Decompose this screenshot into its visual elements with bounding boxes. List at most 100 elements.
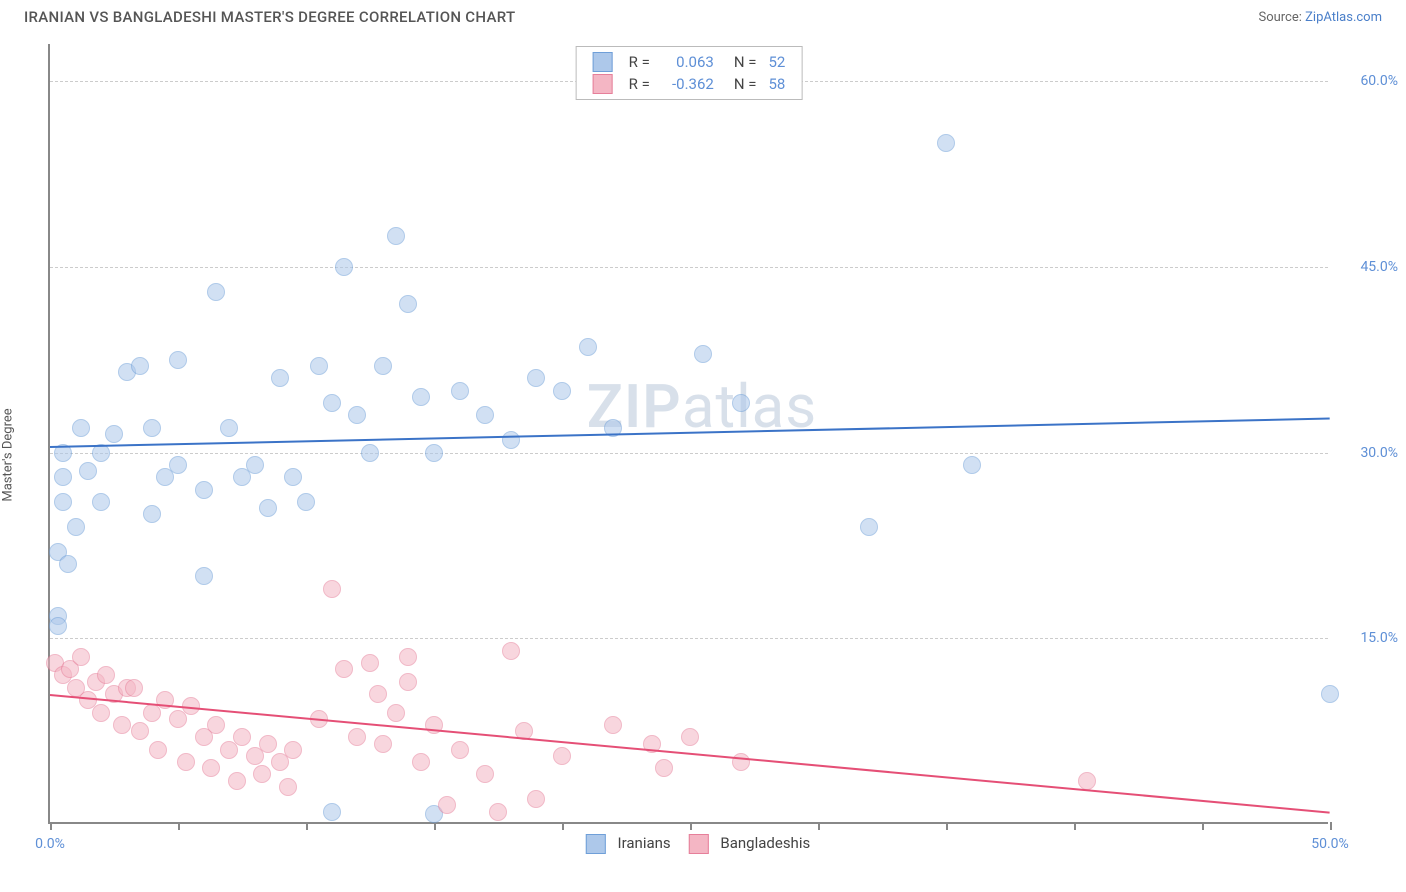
data-point [860,518,878,536]
data-point [732,394,750,412]
legend-r-value: 0.063 [656,51,720,73]
data-point [553,382,571,400]
legend-n-label: N = [720,73,763,95]
data-point [335,258,353,276]
data-point [279,778,297,796]
legend-r-value: -0.362 [656,73,720,95]
data-point [246,456,264,474]
data-point [412,388,430,406]
y-axis-label: Master's Degree [1,408,16,501]
legend-row: R =0.063N =52 [587,51,792,73]
data-point [143,419,161,437]
data-point [207,283,225,301]
trend-line [50,418,1330,448]
plot-area: ZIPatlas R =0.063N =52R =-0.362N =58 Ira… [48,44,1328,824]
data-point [527,790,545,808]
data-point [553,747,571,765]
data-point [361,654,379,672]
y-tick-label: 60.0% [1338,73,1398,89]
x-tick-label: 0.0% [35,836,65,852]
data-point [92,493,110,511]
data-point [425,444,443,462]
x-tick [434,822,436,830]
data-point [937,134,955,152]
data-point [323,394,341,412]
data-point [131,357,149,375]
data-point [399,295,417,313]
data-point [202,759,220,777]
data-point [92,704,110,722]
data-point [79,462,97,480]
data-point [228,772,246,790]
x-tick [178,822,180,830]
data-point [253,765,271,783]
gridline [50,267,1328,268]
data-point [195,481,213,499]
data-point [59,555,77,573]
data-point [54,468,72,486]
x-tick [1202,822,1204,830]
x-tick [306,822,308,830]
data-point [105,425,123,443]
data-point [143,505,161,523]
data-point [694,345,712,363]
legend-n-value: 58 [762,73,791,95]
data-point [323,580,341,598]
data-point [399,648,417,666]
data-point [72,419,90,437]
data-point [207,716,225,734]
legend-swatch [689,834,709,854]
data-point [387,227,405,245]
x-tick [50,822,52,830]
data-point [361,444,379,462]
data-point [681,728,699,746]
gridline [50,638,1328,639]
data-point [131,722,149,740]
data-point [451,741,469,759]
data-point [310,357,328,375]
data-point [49,617,67,635]
legend-swatch [586,834,606,854]
data-point [297,493,315,511]
data-point [284,468,302,486]
data-point [1078,772,1096,790]
data-point [374,735,392,753]
x-tick [562,822,564,830]
data-point [220,419,238,437]
data-point [963,456,981,474]
data-point [259,735,277,753]
data-point [169,456,187,474]
data-point [438,796,456,814]
data-point [527,369,545,387]
legend-swatch [593,52,613,72]
data-point [489,803,507,821]
gridline [50,453,1328,454]
chart-title: IRANIAN VS BANGLADESHI MASTER'S DEGREE C… [24,8,515,26]
legend-r-label: R = [623,51,656,73]
x-tick-label: 50.0% [1311,836,1349,852]
data-point [348,406,366,424]
data-point [369,685,387,703]
data-point [233,728,251,746]
legend-n-label: N = [720,51,763,73]
source-link[interactable]: ZipAtlas.com [1305,10,1382,25]
legend-correlation: R =0.063N =52R =-0.362N =58 [576,46,803,100]
legend-row: R =-0.362N =58 [587,73,792,95]
data-point [259,499,277,517]
data-point [54,493,72,511]
data-point [72,648,90,666]
data-point [323,803,341,821]
x-tick [1330,822,1332,830]
legend-r-label: R = [623,73,656,95]
data-point [335,660,353,678]
data-point [195,567,213,585]
data-point [149,741,167,759]
data-point [125,679,143,697]
x-tick [818,822,820,830]
data-point [387,704,405,722]
data-point [732,753,750,771]
data-point [67,518,85,536]
legend-series: Iranians Bangladeshis [568,834,810,854]
data-point [451,382,469,400]
data-point [476,406,494,424]
